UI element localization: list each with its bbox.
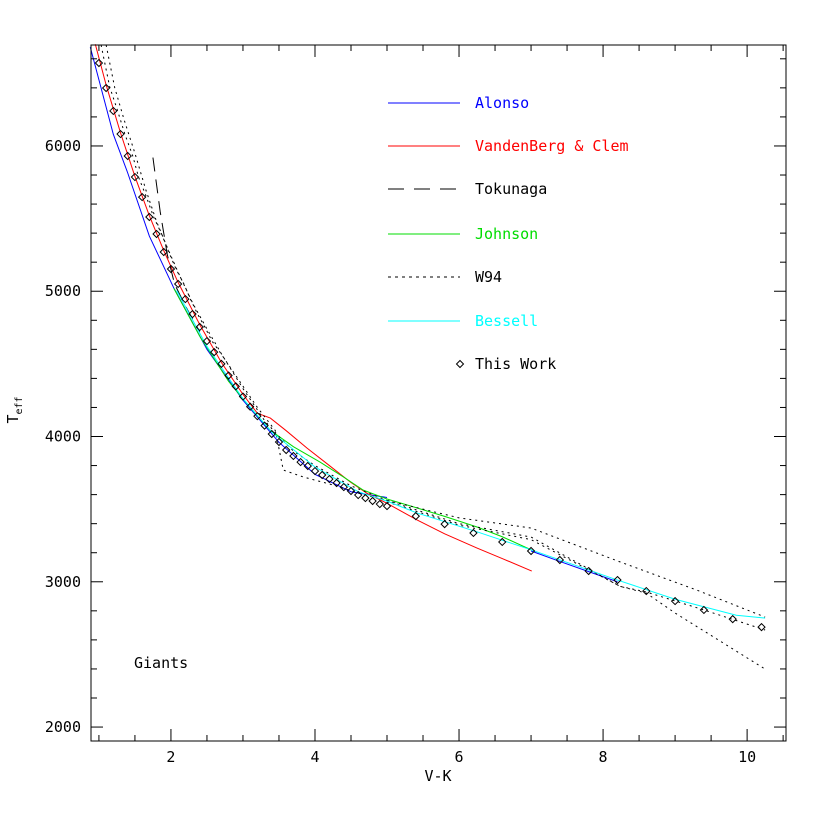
x-axis-label: V-K xyxy=(424,767,451,785)
y-tick-label: 6000 xyxy=(45,137,81,155)
data-point-this-work xyxy=(166,264,176,274)
plot-area xyxy=(89,44,766,670)
series-line-alonso xyxy=(89,47,388,499)
series-line-tokunaga xyxy=(152,157,201,333)
data-point-this-work xyxy=(152,229,161,239)
data-point-this-work xyxy=(181,294,190,304)
data-point-this-work xyxy=(613,575,622,585)
data-point-this-work xyxy=(555,555,565,565)
data-point-this-work xyxy=(642,586,651,596)
y-axis-label-main: T xyxy=(4,415,22,424)
data-point-this-work xyxy=(699,605,709,615)
axis-ticks: 2 4 6 8 10 2000 3000 4000 5000 6000 xyxy=(45,45,786,766)
data-point-this-work xyxy=(123,151,132,161)
data-point-this-work xyxy=(101,83,111,93)
data-point-this-work xyxy=(188,309,197,319)
data-point-this-work xyxy=(584,566,593,576)
series-line-w94 xyxy=(105,44,766,631)
data-point-this-work xyxy=(353,490,363,500)
series-line-w94 xyxy=(100,44,766,618)
data-point-this-work xyxy=(339,482,349,492)
data-point-this-work xyxy=(332,478,341,488)
data-point-this-work xyxy=(209,347,219,357)
series-line-vandenberg-clem xyxy=(94,44,532,572)
y-tick-label: 2000 xyxy=(45,718,81,736)
data-point-this-work xyxy=(310,466,320,476)
legend: Alonso VandenBerg & Clem Tokunaga Johnson W9… xyxy=(388,94,629,373)
data-point-this-work xyxy=(137,192,147,202)
data-point-this-work xyxy=(498,537,507,547)
data-point-this-work xyxy=(274,437,284,447)
data-point-this-work xyxy=(281,445,291,455)
x-tick-label: 6 xyxy=(455,748,464,766)
x-tick-label: 10 xyxy=(738,748,756,766)
x-tick-label: 2 xyxy=(166,748,175,766)
data-point-this-work xyxy=(94,58,104,68)
data-point-this-work xyxy=(173,279,183,289)
series-line-bessell xyxy=(176,290,766,619)
y-tick-label: 4000 xyxy=(45,428,81,446)
data-point-this-work xyxy=(411,511,421,521)
data-point-this-work xyxy=(130,172,140,182)
data-point-this-work xyxy=(267,429,276,439)
data-point-this-work xyxy=(728,614,737,624)
giants-annotation: Giants xyxy=(134,654,188,672)
data-point-this-work xyxy=(361,493,370,503)
data-point-this-work xyxy=(145,212,154,222)
data-point-this-work xyxy=(260,421,269,430)
data-point-this-work xyxy=(317,470,327,480)
legend-label: This Work xyxy=(475,355,556,373)
y-axis-label-subscript: eff xyxy=(14,396,25,414)
data-point-this-work xyxy=(346,486,356,496)
data-point-this-work xyxy=(469,528,478,538)
data-point-this-work xyxy=(116,129,125,139)
data-point-this-work xyxy=(217,359,226,369)
legend-label: Johnson xyxy=(475,225,538,243)
legend-marker-this-work xyxy=(455,359,465,369)
data-point-this-work xyxy=(159,247,168,257)
legend-label: Tokunaga xyxy=(475,180,547,198)
legend-label: VandenBerg & Clem xyxy=(475,137,629,155)
data-point-this-work xyxy=(202,336,212,346)
data-point-this-work xyxy=(368,496,377,506)
y-axis-label: Teff xyxy=(4,396,25,423)
y-tick-label: 3000 xyxy=(45,573,81,591)
data-point-this-work xyxy=(296,457,305,467)
x-tick-label: 4 xyxy=(310,748,319,766)
data-point-this-work xyxy=(253,411,262,421)
legend-label: Alonso xyxy=(475,94,529,112)
data-point-this-work xyxy=(231,382,240,391)
legend-label: Bessell xyxy=(475,312,538,330)
y-tick-label: 5000 xyxy=(45,282,81,300)
data-point-this-work xyxy=(670,596,680,606)
legend-label: W94 xyxy=(475,268,502,286)
data-point-this-work xyxy=(238,392,248,401)
data-point-this-work xyxy=(224,371,233,380)
data-point-this-work xyxy=(109,106,118,116)
data-point-this-work xyxy=(245,402,255,411)
data-point-this-work xyxy=(440,519,449,529)
data-point-this-work xyxy=(382,501,392,511)
data-point-this-work xyxy=(757,622,766,632)
data-point-this-work xyxy=(195,322,204,332)
data-point-this-work xyxy=(289,451,298,461)
data-point-this-work xyxy=(325,474,334,484)
data-point-this-work xyxy=(526,546,536,556)
data-point-this-work xyxy=(375,499,385,509)
series-line-alonso xyxy=(530,550,618,583)
plot-frame xyxy=(90,44,787,742)
x-tick-label: 8 xyxy=(599,748,608,766)
data-point-this-work xyxy=(303,461,312,471)
